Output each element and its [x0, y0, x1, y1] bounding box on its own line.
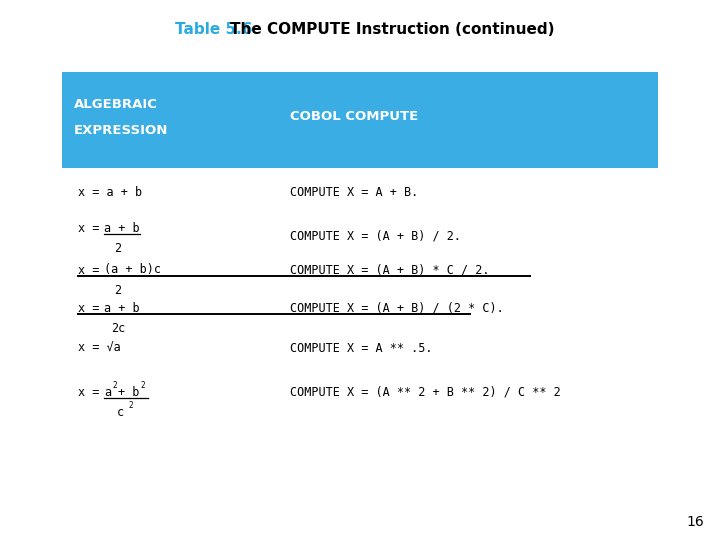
Text: COBOL COMPUTE: COBOL COMPUTE [290, 111, 418, 124]
Text: COMPUTE X = (A ** 2 + B ** 2) / C ** 2: COMPUTE X = (A ** 2 + B ** 2) / C ** 2 [290, 386, 561, 399]
Text: COMPUTE X = (A + B) / 2.: COMPUTE X = (A + B) / 2. [290, 230, 461, 242]
Text: 2: 2 [112, 381, 117, 389]
Text: 16: 16 [686, 515, 704, 529]
Text: x =: x = [78, 264, 107, 276]
Text: x =: x = [78, 386, 107, 399]
Text: a: a [104, 386, 111, 399]
Text: COMPUTE X = A + B.: COMPUTE X = A + B. [290, 186, 418, 199]
Text: 2: 2 [140, 381, 145, 389]
Text: COMPUTE X = (A + B) * C / 2.: COMPUTE X = (A + B) * C / 2. [290, 264, 490, 276]
Text: c: c [117, 407, 124, 420]
Text: a + b: a + b [104, 221, 140, 234]
Text: The COMPUTE Instruction (continued): The COMPUTE Instruction (continued) [230, 23, 554, 37]
FancyBboxPatch shape [62, 72, 658, 168]
Text: 2c: 2c [111, 322, 125, 335]
Text: (a + b)c: (a + b)c [104, 264, 161, 276]
Text: EXPRESSION: EXPRESSION [74, 124, 168, 137]
Text: 2: 2 [114, 241, 122, 254]
Text: ALGEBRAIC: ALGEBRAIC [74, 98, 158, 111]
Text: x =: x = [78, 301, 107, 314]
Text: + b: + b [118, 386, 140, 399]
Text: COMPUTE X = A ** .5.: COMPUTE X = A ** .5. [290, 341, 433, 354]
Text: a + b: a + b [104, 301, 140, 314]
Text: x = a + b: x = a + b [78, 186, 142, 199]
Text: x = √a: x = √a [78, 341, 121, 354]
Text: Table 5.6: Table 5.6 [175, 23, 253, 37]
Text: COMPUTE X = (A + B) / (2 * C).: COMPUTE X = (A + B) / (2 * C). [290, 301, 504, 314]
Text: 2: 2 [114, 285, 122, 298]
Text: x =: x = [78, 221, 107, 234]
Text: 2: 2 [128, 402, 132, 410]
